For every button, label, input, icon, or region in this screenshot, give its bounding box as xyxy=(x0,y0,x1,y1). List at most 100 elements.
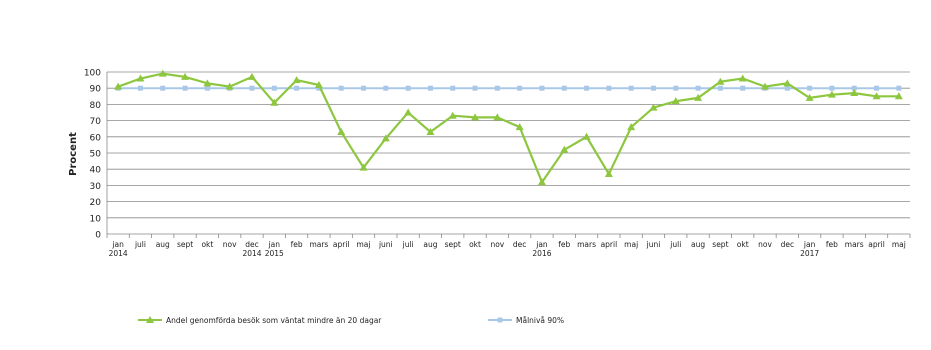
y-tick-label: 90 xyxy=(90,85,102,95)
data-point xyxy=(560,145,569,153)
data-point xyxy=(448,111,457,119)
data-point xyxy=(872,92,881,100)
legend-marker xyxy=(497,317,503,323)
data-point xyxy=(628,85,634,91)
data-point xyxy=(181,72,190,80)
y-tick-label: 40 xyxy=(90,166,102,176)
x-tick-label: mars xyxy=(845,240,864,249)
data-point xyxy=(829,85,835,91)
x-tick-label: feb xyxy=(558,240,570,249)
x-tick-label: maj xyxy=(892,240,906,249)
x-tick-label: sept xyxy=(712,240,728,249)
x-tick-label: april xyxy=(868,240,885,249)
y-tick-label: 50 xyxy=(90,150,102,160)
data-point xyxy=(182,85,188,91)
data-point xyxy=(472,85,478,91)
data-point xyxy=(894,92,903,100)
data-point xyxy=(784,85,790,91)
y-tick-label: 0 xyxy=(95,231,101,241)
data-point xyxy=(517,85,523,91)
data-point xyxy=(160,85,166,91)
x-tick-label: juli xyxy=(402,240,414,249)
data-point xyxy=(158,69,167,77)
data-point xyxy=(405,85,411,91)
data-point xyxy=(427,85,433,91)
data-point xyxy=(225,82,234,90)
x-tick-label: maj xyxy=(624,240,638,249)
data-point xyxy=(137,85,143,91)
x-tick-label: juli xyxy=(134,240,146,249)
data-point xyxy=(247,72,256,80)
data-point xyxy=(450,85,456,91)
data-point xyxy=(627,123,636,131)
data-point xyxy=(650,85,656,91)
data-point xyxy=(270,98,279,106)
data-point xyxy=(359,163,368,171)
series-line-andel xyxy=(117,72,899,185)
y-tick-label: 100 xyxy=(84,69,101,79)
data-point xyxy=(204,85,210,91)
y-tick-label: 20 xyxy=(90,198,102,208)
data-point xyxy=(537,178,546,186)
data-point xyxy=(515,123,524,131)
data-point xyxy=(807,85,813,91)
data-point xyxy=(471,113,480,121)
legend: Andel genomförda besök som väntat mindre… xyxy=(138,316,564,325)
x-tick-label: okt xyxy=(201,240,213,249)
y-tick-label: 60 xyxy=(90,133,102,143)
data-point xyxy=(271,85,277,91)
data-point xyxy=(426,127,435,135)
x-year-label: 2014 xyxy=(109,249,128,258)
x-tick-label: dec xyxy=(245,240,259,249)
x-tick-label: dec xyxy=(513,240,527,249)
data-point xyxy=(314,80,323,88)
y-tick-label: 10 xyxy=(90,214,102,224)
data-point xyxy=(896,85,902,91)
data-point xyxy=(316,85,322,91)
x-tick-label: nov xyxy=(490,240,504,249)
x-tick-label: april xyxy=(601,240,618,249)
data-point xyxy=(249,85,255,91)
x-tick-label: nov xyxy=(758,240,772,249)
data-point xyxy=(649,103,658,111)
x-tick-label: mars xyxy=(309,240,328,249)
data-point xyxy=(606,85,612,91)
x-tick-label: feb xyxy=(291,240,303,249)
data-point xyxy=(716,77,725,85)
data-point xyxy=(381,134,390,142)
x-tick-label: mars xyxy=(577,240,596,249)
data-point xyxy=(717,85,723,91)
data-point xyxy=(561,85,567,91)
data-point xyxy=(673,85,679,91)
data-point xyxy=(694,93,703,101)
data-point xyxy=(337,127,346,135)
y-tick-label: 70 xyxy=(90,117,102,127)
x-tick-label: april xyxy=(333,240,350,249)
x-tick-label: jan xyxy=(535,240,548,249)
x-tick-label: sept xyxy=(177,240,193,249)
x-tick-label: sept xyxy=(445,240,461,249)
data-point xyxy=(604,170,613,178)
data-point xyxy=(805,93,814,101)
x-tick-label: aug xyxy=(423,240,437,249)
data-point xyxy=(582,132,591,140)
x-tick-label: okt xyxy=(737,240,749,249)
data-point xyxy=(827,90,836,98)
legend-label: Andel genomförda besök som väntat mindre… xyxy=(166,316,382,325)
x-tick-label: aug xyxy=(156,240,170,249)
y-axis-label: Procent xyxy=(68,132,79,176)
x-axis-ticks: jan juli aug sept okt nov dec jan feb mars april ma… xyxy=(109,240,906,258)
x-tick-label: jan xyxy=(803,240,816,249)
data-point xyxy=(671,97,680,105)
data-point xyxy=(292,76,301,84)
data-point xyxy=(404,108,413,116)
data-point xyxy=(383,85,389,91)
x-tick-label: jan xyxy=(111,240,124,249)
x-tick-label: dec xyxy=(781,240,795,249)
x-tick-label: jan xyxy=(268,240,281,249)
x-tick-label: juli xyxy=(669,240,681,249)
data-point xyxy=(493,113,502,121)
legend-label: Målnivå 90% xyxy=(516,316,564,325)
x-tick-label: juni xyxy=(378,240,393,249)
